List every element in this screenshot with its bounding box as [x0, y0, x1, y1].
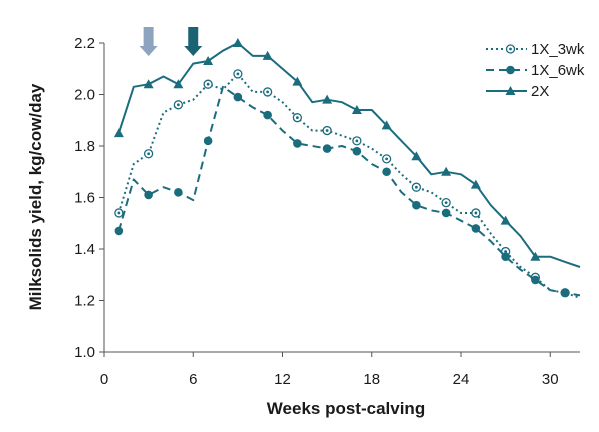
series-layer: [113, 38, 581, 299]
y-tick-label: 1.6: [74, 190, 95, 207]
down-arrow-icon: [184, 27, 203, 56]
x-tick-label: 6: [189, 371, 197, 388]
transition-arrows: [139, 27, 203, 56]
y-ticks: 1.0 1.2 1.4 1.6 1.8 2.0 2.2: [74, 35, 104, 361]
series-line: [117, 85, 581, 297]
y-tick-label: 1.4: [74, 241, 95, 258]
data-point: [322, 94, 333, 104]
legend: 1X_3wk 1X_6wk 2X: [486, 41, 585, 100]
y-axis-title: Milksolids yield, kg/cow/day: [26, 83, 45, 310]
data-point: [352, 146, 362, 156]
data-point: [292, 76, 303, 86]
data-point: [506, 65, 515, 75]
data-point: [263, 110, 272, 120]
data-point: [471, 224, 481, 233]
data-point: [560, 288, 570, 298]
legend-item-2X: 2X: [486, 83, 549, 100]
data-point: [530, 251, 541, 261]
legend-item-1X_6wk: 1X_6wk: [486, 62, 585, 79]
legend-label: 1X_6wk: [531, 62, 585, 79]
y-tick-label: 2.2: [74, 35, 95, 52]
data-point-center: [509, 47, 512, 51]
series-line: [117, 42, 581, 268]
x-axis-title: Weeks post-calving: [267, 399, 425, 418]
data-point: [114, 226, 124, 236]
data-point: [501, 252, 510, 262]
x-ticks: 0 6 12 18 24 30: [100, 352, 559, 388]
axes: 1.0 1.2 1.4 1.6 1.8 2.0 2.2 0 6 12 18 24 30: [74, 35, 580, 388]
series-1X_6wk: [114, 85, 581, 298]
data-point-center: [444, 201, 448, 205]
data-point: [412, 200, 421, 210]
x-tick-label: 24: [453, 371, 470, 388]
down-arrow-icon: [139, 27, 158, 56]
data-point: [382, 167, 391, 177]
series-1X_3wk: [114, 69, 581, 299]
data-point: [203, 136, 213, 146]
data-point: [500, 215, 511, 225]
data-point: [203, 56, 214, 66]
data-point: [143, 79, 154, 89]
legend-label: 1X_3wk: [531, 41, 585, 58]
data-point-center: [206, 82, 210, 86]
data-point-center: [295, 116, 299, 120]
data-point-center: [325, 129, 329, 132]
x-tick-label: 0: [100, 371, 108, 388]
data-point: [441, 166, 452, 176]
y-tick-label: 2.0: [74, 87, 95, 104]
data-point: [232, 38, 243, 47]
y-tick-label: 1.2: [74, 293, 95, 310]
y-tick-label: 1.8: [74, 138, 95, 155]
data-point: [233, 92, 243, 102]
data-point: [262, 50, 273, 60]
data-point-center: [236, 72, 240, 76]
data-point-center: [414, 185, 418, 189]
series-2X: [113, 38, 581, 268]
x-tick-label: 30: [542, 371, 559, 388]
data-point-center: [266, 90, 270, 94]
data-point: [322, 144, 332, 153]
data-point: [531, 275, 540, 285]
data-point: [293, 139, 302, 148]
data-point-center: [504, 250, 508, 253]
legend-label: 2X: [531, 83, 549, 100]
x-tick-label: 12: [274, 371, 291, 388]
data-point-center: [385, 157, 389, 161]
x-tick-label: 18: [363, 371, 380, 388]
data-point: [144, 190, 153, 200]
data-point: [441, 208, 451, 218]
y-tick-label: 1.0: [74, 344, 95, 361]
series-line: [117, 72, 581, 299]
data-point-center: [117, 211, 121, 215]
data-point-center: [147, 152, 151, 156]
data-point: [470, 179, 481, 189]
data-point: [411, 151, 422, 161]
data-point: [113, 128, 124, 138]
data-point: [505, 86, 516, 95]
data-point-center: [176, 103, 180, 107]
data-point: [381, 120, 392, 130]
data-point: [173, 79, 184, 89]
data-point: [174, 188, 183, 197]
data-point-center: [474, 211, 478, 215]
legend-item-1X_3wk: 1X_3wk: [486, 41, 585, 58]
data-point: [351, 104, 362, 114]
data-point-center: [355, 139, 359, 143]
